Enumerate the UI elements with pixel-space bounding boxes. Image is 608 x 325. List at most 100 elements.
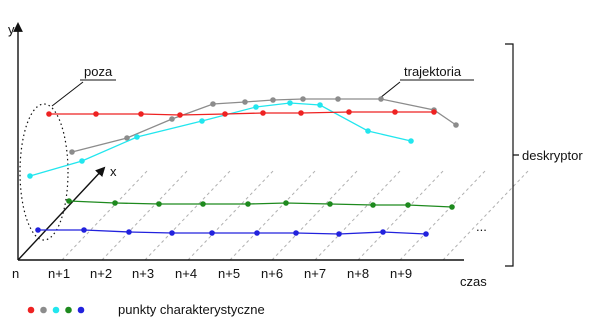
gray-keypoint-2 <box>169 116 175 122</box>
green-keypoint-7 <box>370 202 376 208</box>
blue-keypoint-1 <box>81 227 87 233</box>
time-tick-labels: n n+1 n+2 n+3 n+4 n+5 n+6 n+7 n+8 n+9 <box>12 266 412 281</box>
green-keypoint-6 <box>327 201 333 207</box>
tick-label-2: n+2 <box>90 266 112 281</box>
gray-keypoint-8 <box>378 96 384 102</box>
cyan-keypoint-0 <box>27 173 33 179</box>
grid-line-8 <box>399 169 487 261</box>
legend-dots <box>27 306 85 314</box>
blue-keypoint-6 <box>293 230 299 236</box>
blue-keypoint-0 <box>35 227 41 233</box>
legend-dot-blue <box>77 306 85 314</box>
descriptor-bracket <box>505 43 519 267</box>
legend-dot-red <box>27 306 35 314</box>
red-keypoint-5 <box>260 110 266 116</box>
green-keypoint-0 <box>66 198 72 204</box>
tick-label-1: n+1 <box>48 266 70 281</box>
legend-label: punkty charakterystyczne <box>118 302 265 317</box>
continuation-ellipsis: ... <box>476 219 487 234</box>
cyan-keypoint-1 <box>79 158 85 164</box>
x-axis <box>17 166 106 261</box>
trajectory-leader-line <box>379 81 401 99</box>
tick-label-4: n+4 <box>175 266 197 281</box>
red-keypoint-3 <box>177 112 183 118</box>
legend-dot-gray <box>40 306 47 314</box>
gray-keypoint-1 <box>124 135 130 141</box>
green-keypoint-1 <box>112 200 118 206</box>
pose-label: poza <box>84 64 113 79</box>
red-keypoint-8 <box>392 109 398 115</box>
grid-line-0 <box>61 169 149 261</box>
red-keypoint-0 <box>46 111 52 117</box>
red-trajectory-line <box>49 111 434 116</box>
grid-line-6 <box>314 169 402 261</box>
red-keypoint-6 <box>298 110 304 116</box>
grid-line-3 <box>187 169 275 261</box>
grid-line-1 <box>101 169 189 261</box>
grid-line-5 <box>271 169 359 261</box>
pose-leader-line <box>51 81 84 107</box>
trajectory-label: trajektoria <box>404 64 462 79</box>
legend-dot-cyan <box>52 306 60 314</box>
blue-trajectory-line <box>38 229 427 235</box>
tick-label-6: n+6 <box>261 266 283 281</box>
legend-dot-green <box>65 306 72 314</box>
cyan-keypoint-7 <box>365 128 371 134</box>
cyan-keypoint-2 <box>134 134 140 140</box>
trajectory-series <box>27 96 459 237</box>
tick-label-3: n+3 <box>132 266 154 281</box>
cyan-keypoint-8 <box>408 138 414 144</box>
blue-keypoint-5 <box>254 230 260 236</box>
blue-keypoint-7 <box>336 231 342 237</box>
tick-label-8: n+8 <box>347 266 369 281</box>
green-keypoint-8 <box>405 202 411 208</box>
grid-line-9 <box>442 169 530 261</box>
tick-label-7: n+7 <box>304 266 326 281</box>
green-keypoint-3 <box>200 201 206 207</box>
depth-grid <box>61 169 530 261</box>
gray-keypoint-4 <box>242 99 248 105</box>
grid-line-2 <box>144 169 232 261</box>
gray-keypoint-0 <box>69 149 75 155</box>
grid-line-4 <box>229 169 317 261</box>
blue-keypoint-9 <box>423 231 429 237</box>
y-axis-label: y <box>8 22 15 37</box>
tick-label-0: n <box>12 266 19 281</box>
green-keypoint-9 <box>449 204 455 210</box>
cyan-keypoint-3 <box>199 118 205 124</box>
red-trajectory <box>46 109 437 118</box>
grid-line-7 <box>357 169 445 261</box>
blue-keypoint-3 <box>169 230 175 236</box>
green-trajectory-line <box>68 200 453 208</box>
red-keypoint-2 <box>138 111 144 117</box>
gray-keypoint-10 <box>453 122 459 128</box>
x-axis-label: x <box>110 164 117 179</box>
tick-label-5: n+5 <box>218 266 240 281</box>
descriptor-label: deskryptor <box>522 148 583 163</box>
red-keypoint-7 <box>346 109 352 115</box>
green-keypoint-4 <box>245 201 251 207</box>
red-keypoint-1 <box>93 111 99 117</box>
gray-keypoint-3 <box>210 101 216 107</box>
time-axis-label: czas <box>460 274 487 289</box>
gray-keypoint-7 <box>335 96 341 102</box>
gray-keypoint-5 <box>270 97 276 103</box>
gray-trajectory-line <box>71 98 457 153</box>
gray-trajectory <box>69 96 459 155</box>
cyan-keypoint-6 <box>317 102 323 108</box>
green-trajectory <box>66 198 455 210</box>
cyan-keypoint-4 <box>253 104 259 110</box>
gray-keypoint-6 <box>300 96 306 102</box>
cyan-keypoint-5 <box>287 100 293 106</box>
blue-keypoint-2 <box>126 229 132 235</box>
pose-ellipse <box>19 103 69 241</box>
green-keypoint-2 <box>156 201 162 207</box>
red-keypoint-4 <box>222 111 228 117</box>
blue-keypoint-4 <box>209 230 215 236</box>
blue-keypoint-8 <box>380 229 386 235</box>
cyan-trajectory <box>27 100 414 179</box>
tick-label-9: n+9 <box>390 266 412 281</box>
blue-trajectory <box>35 227 429 237</box>
